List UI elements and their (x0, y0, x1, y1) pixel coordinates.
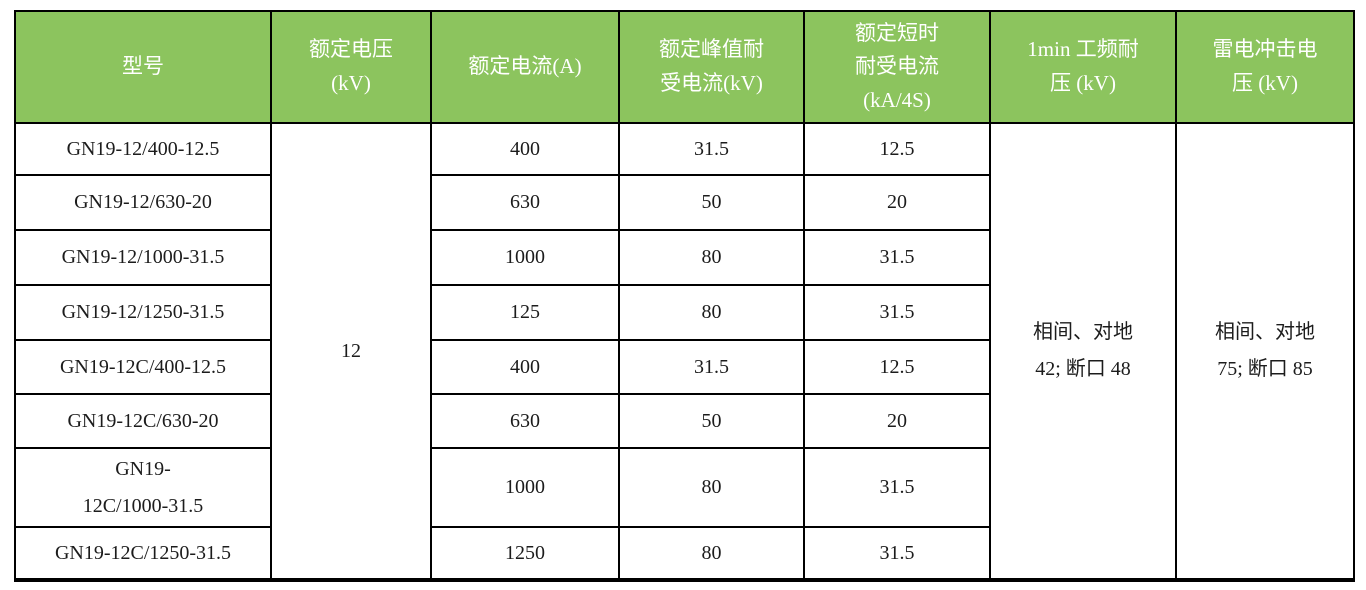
col-header-peak-withstand-current: 额定峰值耐 受电流(kV) (618, 10, 805, 124)
rated-current-cell: 630 (430, 174, 620, 231)
lightning-impulse-cell: 相间、对地 75; 断口 85 (1175, 122, 1355, 581)
col-header-lightning-impulse-voltage: 雷电冲击电 压 (kV) (1175, 10, 1355, 124)
model-cell: GN19-12/630-20 (14, 174, 272, 231)
table-row: GN19-12C/630-20 630 50 20 (14, 393, 1354, 449)
rated-current-cell: 1000 (430, 229, 620, 286)
rated-current-cell: 1250 (430, 526, 620, 581)
peak-withstand-cell: 50 (618, 174, 805, 231)
short-time-withstand-cell: 20 (803, 393, 991, 449)
table-row: GN19-12/630-20 630 50 20 (14, 174, 1354, 231)
col-header-model: 型号 (14, 10, 272, 124)
short-time-withstand-cell: 12.5 (803, 339, 991, 395)
short-time-withstand-cell: 12.5 (803, 122, 991, 176)
short-time-withstand-cell: 31.5 (803, 284, 991, 341)
col-header-rated-current: 额定电流(A) (430, 10, 620, 124)
model-cell: GN19-12/400-12.5 (14, 122, 272, 176)
spec-table-container: 型号 额定电压 (kV) 额定电流(A) 额定峰值耐 受电流(kV) 额定短时 … (14, 10, 1355, 582)
col-header-short-time-withstand-current: 额定短时 耐受电流 (kA/4S) (803, 10, 991, 124)
table-row: GN19-12/1000-31.5 1000 80 31.5 (14, 229, 1354, 286)
peak-withstand-cell: 80 (618, 229, 805, 286)
model-cell: GN19-12/1000-31.5 (14, 229, 272, 286)
model-cell: GN19-12C/630-20 (14, 393, 272, 449)
power-frequency-withstand-cell: 相间、对地 42; 断口 48 (989, 122, 1177, 581)
table-row: GN19-12/1250-31.5 125 80 31.5 (14, 284, 1354, 341)
peak-withstand-cell: 50 (618, 393, 805, 449)
table-row: GN19-12C/400-12.5 400 31.5 12.5 (14, 339, 1354, 395)
header-row: 型号 额定电压 (kV) 额定电流(A) 额定峰值耐 受电流(kV) 额定短时 … (14, 10, 1355, 124)
short-time-withstand-cell: 31.5 (803, 526, 991, 581)
rated-current-cell: 630 (430, 393, 620, 449)
short-time-withstand-cell: 31.5 (803, 229, 991, 286)
rated-current-cell: 400 (430, 122, 620, 176)
switch-spec-table: 型号 额定电压 (kV) 额定电流(A) 额定峰值耐 受电流(kV) 额定短时 … (14, 10, 1355, 582)
short-time-withstand-cell: 31.5 (803, 447, 991, 528)
rated-current-cell: 1000 (430, 447, 620, 528)
model-cell: GN19-12/1250-31.5 (14, 284, 272, 341)
table-row: GN19-12/400-12.5 12 400 31.5 12.5 相间、对地 … (14, 122, 1355, 581)
rated-voltage-cell: 12 (270, 122, 432, 581)
col-header-rated-voltage: 额定电压 (kV) (270, 10, 432, 124)
peak-withstand-cell: 80 (618, 526, 805, 581)
table-row: GN19- 12C/1000-31.5 1000 80 31.5 (14, 447, 1354, 528)
model-cell: GN19-12C/400-12.5 (14, 339, 272, 395)
peak-withstand-cell: 31.5 (618, 122, 805, 176)
rated-current-cell: 400 (430, 339, 620, 395)
peak-withstand-cell: 80 (618, 284, 805, 341)
table-row: GN19-12C/1250-31.5 1250 80 31.5 (14, 526, 1354, 581)
short-time-withstand-cell: 20 (803, 174, 991, 231)
model-cell: GN19- 12C/1000-31.5 (14, 447, 272, 528)
peak-withstand-cell: 80 (618, 447, 805, 528)
peak-withstand-cell: 31.5 (618, 339, 805, 395)
model-cell: GN19-12C/1250-31.5 (14, 526, 272, 581)
col-header-power-frequency-withstand-voltage: 1min 工频耐 压 (kV) (989, 10, 1177, 124)
rated-current-cell: 125 (430, 284, 620, 341)
